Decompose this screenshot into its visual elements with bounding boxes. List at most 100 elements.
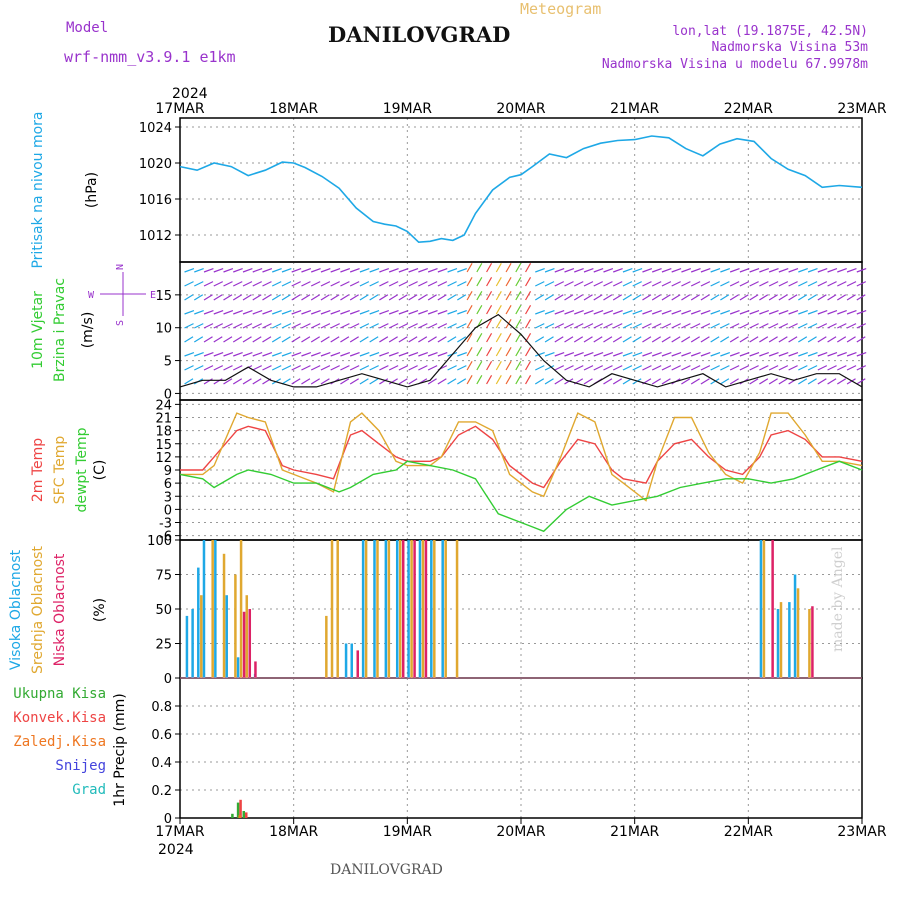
- wind-barb: [651, 294, 662, 301]
- wind-barb: [583, 323, 594, 329]
- wind-barb: [603, 336, 613, 343]
- wind-barb: [729, 268, 740, 273]
- wind-barb: [613, 352, 623, 357]
- wind-speed-line: [179, 313, 863, 388]
- wind-barb: [466, 305, 473, 315]
- wind-barb: [252, 323, 262, 329]
- wind-barb: [447, 378, 457, 385]
- wind-barb: [759, 365, 769, 371]
- x-tick-label-bottom: 23MAR: [837, 824, 886, 840]
- wind-barb: [554, 281, 565, 287]
- cloud-bar: [214, 540, 217, 678]
- y-tick-label: 0.8: [151, 700, 172, 715]
- wind-barb: [184, 378, 194, 385]
- wind-barb: [661, 336, 671, 343]
- wind-barb: [807, 268, 818, 273]
- wind-barb: [271, 294, 282, 301]
- wind-barb: [622, 310, 633, 315]
- wind-barb: [447, 294, 457, 301]
- wind-barb: [798, 294, 808, 301]
- wind-barb: [544, 365, 555, 371]
- wind-barb: [398, 352, 409, 357]
- wind-barb: [583, 352, 594, 357]
- wind-barb: [856, 268, 867, 273]
- wind-barb: [388, 352, 399, 357]
- wind-barb: [720, 336, 730, 343]
- wind-barb: [495, 319, 502, 329]
- wind-barb: [671, 268, 682, 273]
- wind-barb: [525, 263, 532, 273]
- wind-barb: [223, 268, 234, 273]
- cloud-bar: [202, 540, 206, 678]
- wind-barb: [515, 361, 522, 371]
- wind-barb: [817, 336, 827, 343]
- wind-barb: [671, 352, 682, 357]
- wind-barb: [427, 352, 438, 357]
- wind-barb: [388, 294, 398, 301]
- wind-barb: [700, 281, 711, 287]
- wind-barb: [379, 378, 389, 385]
- wind-barb: [193, 336, 204, 343]
- wind-barb: [281, 281, 292, 287]
- wind-barb: [729, 378, 739, 385]
- wind-barb: [837, 294, 847, 301]
- wind-barb: [398, 378, 408, 385]
- wind-barb: [233, 352, 243, 357]
- wind-barb: [651, 310, 662, 315]
- precip-bar: [239, 799, 242, 818]
- wind-barb: [661, 352, 672, 357]
- wind-barb: [271, 365, 282, 371]
- wind-barb: [437, 323, 448, 329]
- wind-barb: [359, 268, 370, 273]
- precip-legend-label: Grad: [72, 782, 106, 798]
- wind-barb: [661, 281, 672, 287]
- wind-barb: [466, 347, 473, 357]
- wind-barb: [632, 365, 642, 371]
- y-tick-label: -6: [159, 530, 172, 545]
- cloud-bar: [430, 540, 433, 678]
- wind-barb: [310, 294, 321, 301]
- wind-barb: [856, 323, 867, 329]
- wind-barb: [281, 268, 292, 273]
- wind-barb: [720, 378, 730, 385]
- wind-barb: [486, 347, 493, 357]
- wind-barb: [271, 281, 282, 287]
- wind-barb: [671, 365, 681, 371]
- x-tick-label-top: 21MAR: [610, 101, 659, 117]
- wind-barb: [778, 336, 788, 343]
- wind-barb: [544, 352, 555, 357]
- cloud-bar: [455, 540, 459, 678]
- wind-barb: [564, 310, 575, 315]
- wind-barb: [184, 323, 194, 329]
- wind-barb: [574, 352, 584, 357]
- wind-barb: [320, 378, 330, 385]
- wind-barb: [603, 268, 614, 273]
- x-tick-label-top: 20MAR: [496, 101, 545, 117]
- x-tick-label-top: 17MAR: [155, 101, 204, 117]
- wind-barb: [807, 336, 817, 343]
- y-tick-label: 9: [164, 464, 172, 479]
- wind-barb: [583, 294, 593, 301]
- wind-barb: [457, 310, 467, 315]
- wind-barb: [622, 378, 632, 385]
- cloud-bar: [245, 595, 249, 678]
- wind-barb: [223, 336, 233, 343]
- wind-barb: [749, 336, 759, 343]
- wind-barb: [320, 310, 331, 315]
- wind-barb: [486, 361, 493, 371]
- cloud-bar: [788, 602, 791, 678]
- wind-barb: [495, 375, 502, 385]
- wind-barb: [320, 352, 331, 357]
- wind-barb: [681, 323, 691, 329]
- wind-barb: [768, 336, 778, 343]
- cloud-bar: [771, 540, 774, 678]
- cloud-bar: [234, 574, 237, 678]
- wind-barb: [418, 268, 428, 273]
- wind-barb: [379, 365, 389, 371]
- wind-barb: [476, 305, 483, 315]
- wind-barb: [603, 378, 613, 385]
- wind-barb: [837, 365, 847, 371]
- wind-barb: [681, 294, 691, 301]
- wind-barb: [184, 268, 195, 273]
- wind-barb: [213, 365, 224, 371]
